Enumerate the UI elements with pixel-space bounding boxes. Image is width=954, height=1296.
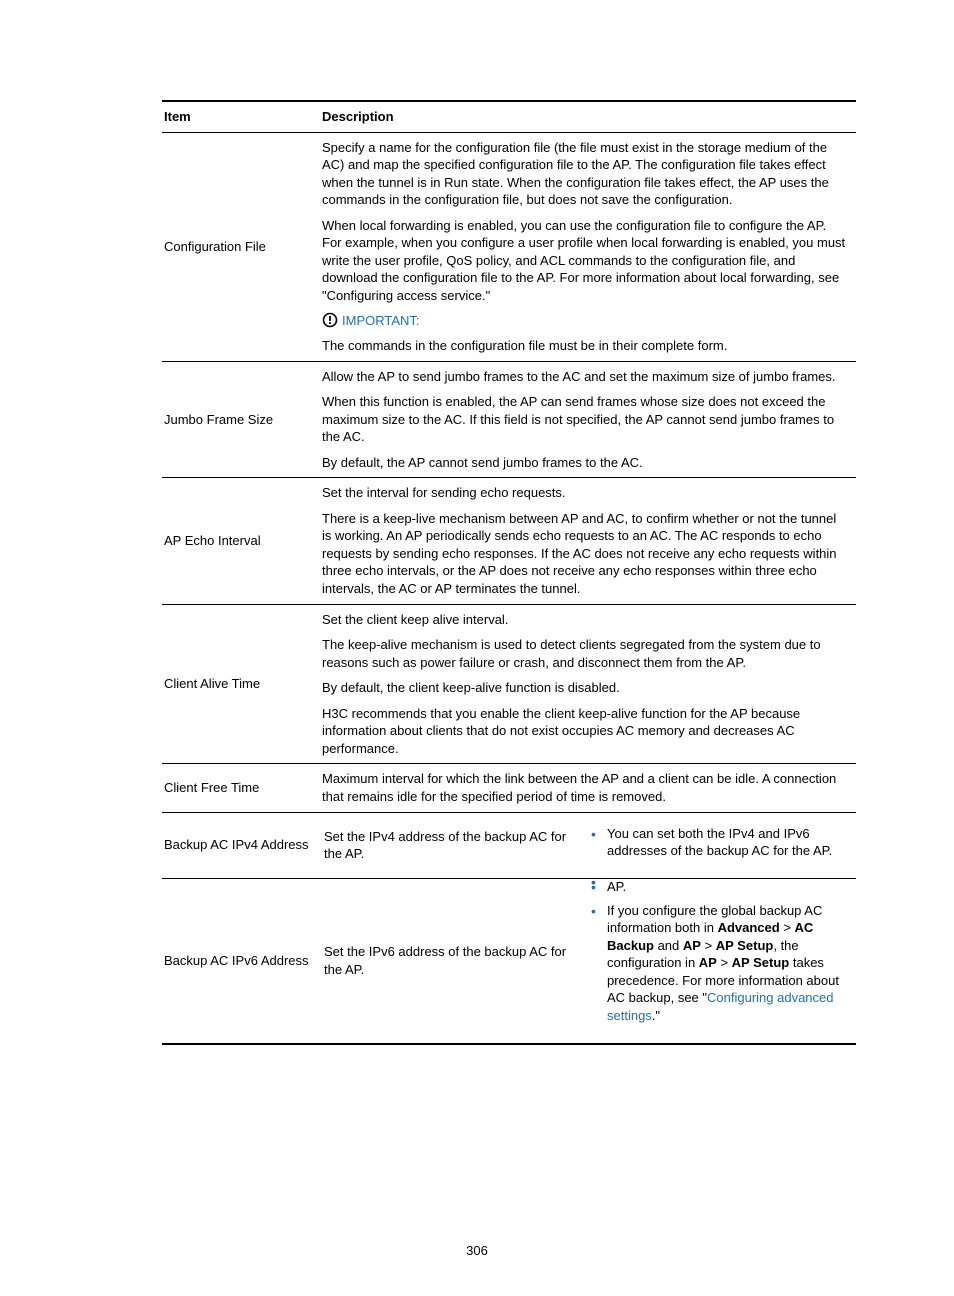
item-description: Maximum interval for which the link betw… (320, 764, 856, 812)
paragraph: Set the client keep alive interval. (322, 611, 848, 629)
bold: AP (699, 955, 717, 970)
row-jumbo-frame-size: Jumbo Frame Size Allow the AP to send ju… (162, 361, 856, 478)
paragraph: Set the interval for sending echo reques… (322, 484, 848, 502)
bullet: You can set both the IPv4 and IPv6 addre… (589, 825, 840, 860)
ipv4-desc: Set the IPv4 address of the backup AC fo… (322, 819, 585, 872)
bold: AP Setup (716, 938, 774, 953)
text: > (717, 955, 732, 970)
paragraph: Specify a name for the configuration fil… (322, 139, 848, 209)
item-label: Backup AC IPv6 Address (162, 878, 320, 1043)
parameter-table: Item Description Configuration File Spec… (162, 100, 856, 1045)
paragraph: The keep-alive mechanism is used to dete… (322, 636, 848, 671)
paragraph: Maximum interval for which the link betw… (322, 770, 848, 805)
paragraph: When local forwarding is enabled, you ca… (322, 217, 848, 305)
paragraph: There is a keep-live mechanism between A… (322, 510, 848, 598)
important-icon (322, 312, 338, 333)
ipv6-desc: Set the IPv6 address of the backup AC fo… (322, 885, 585, 1037)
item-description: Set the IPv4 address of the backup AC fo… (320, 812, 856, 878)
bullet: If you configure the global backup AC in… (589, 902, 840, 1025)
item-label: Client Alive Time (162, 604, 320, 764)
paragraph: By default, the client keep-alive functi… (322, 679, 848, 697)
paragraph: When this function is enabled, the AP ca… (322, 393, 848, 446)
text: ." (652, 1008, 660, 1023)
item-label: Backup AC IPv4 Address (162, 812, 320, 878)
table-header-row: Item Description (162, 101, 856, 132)
item-label: Configuration File (162, 132, 320, 361)
important-label: IMPORTANT: (342, 313, 420, 328)
bold: AP (683, 938, 701, 953)
item-description: Set the IPv6 address of the backup AC fo… (320, 878, 856, 1043)
page-number: 306 (0, 1243, 954, 1258)
text: > (701, 938, 716, 953)
text: > (780, 920, 795, 935)
paragraph: H3C recommends that you enable the clien… (322, 705, 848, 758)
item-label: Client Free Time (162, 764, 320, 812)
col-header-description: Description (320, 101, 856, 132)
item-description: Set the interval for sending echo reques… (320, 478, 856, 604)
text: and (654, 938, 683, 953)
important-callout: IMPORTANT: (322, 312, 848, 333)
paragraph: The commands in the configuration file m… (322, 337, 848, 355)
row-configuration-file: Configuration File Specify a name for th… (162, 132, 856, 361)
paragraph: Allow the AP to send jumbo frames to the… (322, 368, 848, 386)
row-client-free-time: Client Free Time Maximum interval for wh… (162, 764, 856, 812)
item-description: Specify a name for the configuration fil… (320, 132, 856, 361)
row-backup-ac-ipv4: Backup AC IPv4 Address Set the IPv4 addr… (162, 812, 856, 878)
paragraph: By default, the AP cannot send jumbo fra… (322, 454, 848, 472)
bold: Advanced (718, 920, 780, 935)
shared-bullets-bottom: . You can set both the IPv4 and IPv6 add… (589, 873, 840, 1025)
ipv4-shared-notes: You can set both the IPv4 and IPv6 addre… (585, 819, 848, 872)
item-label: AP Echo Interval (162, 478, 320, 604)
item-label: Jumbo Frame Size (162, 361, 320, 478)
item-description: Set the client keep alive interval. The … (320, 604, 856, 764)
col-header-item: Item (162, 101, 320, 132)
bullet: You can set both the IPv4 and IPv6 addre… (589, 878, 840, 896)
bold: AP Setup (732, 955, 790, 970)
row-ap-echo-interval: AP Echo Interval Set the interval for se… (162, 478, 856, 604)
row-backup-ac-ipv6: Backup AC IPv6 Address Set the IPv6 addr… (162, 878, 856, 1043)
shared-bullets-top: You can set both the IPv4 and IPv6 addre… (589, 825, 840, 860)
row-client-alive-time: Client Alive Time Set the client keep al… (162, 604, 856, 764)
page: Item Description Configuration File Spec… (0, 0, 954, 1296)
ipv6-shared-notes: . You can set both the IPv4 and IPv6 add… (585, 885, 848, 1037)
item-description: Allow the AP to send jumbo frames to the… (320, 361, 856, 478)
text-ap: AP. (607, 879, 626, 894)
